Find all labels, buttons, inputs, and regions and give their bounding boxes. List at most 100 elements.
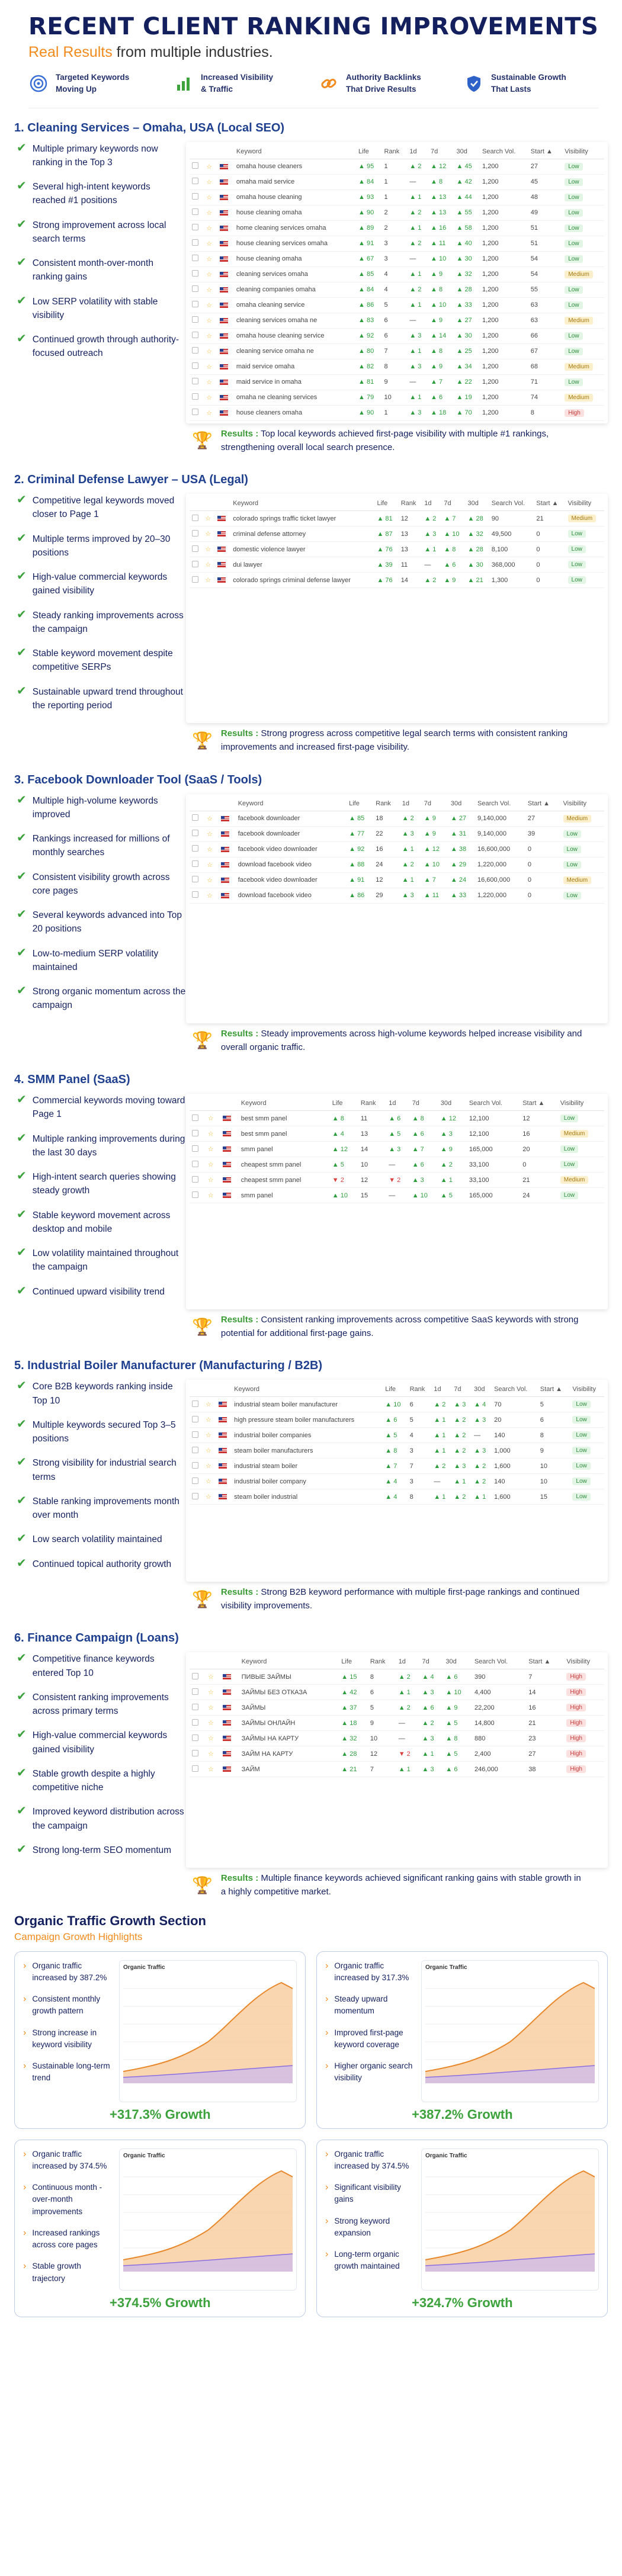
row-checkbox[interactable] — [192, 362, 198, 369]
col-2[interactable]: Rank — [358, 1096, 387, 1111]
row-checkbox[interactable] — [192, 270, 198, 277]
row-checkbox[interactable] — [192, 316, 198, 323]
row-checkbox[interactable] — [192, 576, 198, 583]
table-row[interactable]: ☆ home cleaning services omaha ▲ 89 2 ▲ 1 ▲ 1… — [190, 220, 604, 236]
star-icon[interactable]: ☆ — [204, 251, 217, 267]
row-checkbox[interactable] — [192, 378, 198, 384]
star-icon[interactable]: ☆ — [204, 313, 217, 329]
star-icon[interactable]: ☆ — [205, 1761, 221, 1778]
row-checkbox[interactable] — [192, 224, 198, 230]
row-select[interactable] — [190, 572, 203, 588]
star-icon[interactable]: ☆ — [204, 189, 217, 205]
row-select[interactable] — [190, 510, 203, 526]
table-row[interactable]: ☆ house cleaning services omaha ▲ 91 3 ▲ 2 ▲ … — [190, 236, 604, 252]
table-row[interactable]: ☆ steam boiler manufacturers ▲ 8 3 ▲ 1 ▲ 2 ▲ 3… — [190, 1443, 604, 1459]
table-row[interactable]: ☆ omaha ne cleaning services ▲ 79 10 ▲ 1 ▲ 6 ▲… — [190, 390, 604, 406]
table-row[interactable]: ☆ download facebook video ▲ 88 24 ▲ 2 ▲ 10 ▲ 2… — [190, 857, 604, 873]
table-row[interactable]: ☆ industrial steam boiler manufacturer ▲ 1… — [190, 1396, 604, 1413]
col-6[interactable]: Search Vol. — [475, 796, 525, 811]
row-checkbox[interactable] — [192, 1672, 198, 1679]
table-row[interactable]: ☆ ЗАЙМЫ НА КАРТУ ▲ 32 10— ▲ 3 ▲ 8 880 23 High — [190, 1730, 604, 1747]
star-icon[interactable]: ☆ — [204, 359, 217, 375]
table-row[interactable]: ☆ ПИВЫЕ ЗАЙМЫ ▲ 15 8 ▲ 2 ▲ 4 ▲ 6 390 7 High — [190, 1669, 604, 1685]
col-4[interactable]: 7d — [428, 144, 454, 159]
col-0[interactable]: Keyword — [230, 496, 375, 511]
row-select[interactable] — [190, 811, 205, 827]
table-row[interactable]: ☆ ЗАЙМЫ БЕЗ ОТКАЗА ▲ 42 6 ▲ 1 ▲ 3 ▲ 10 4,400 14 H… — [190, 1684, 604, 1701]
row-checkbox[interactable] — [192, 1749, 198, 1756]
star-icon[interactable]: ☆ — [205, 1110, 220, 1126]
col-5[interactable]: 30d — [448, 796, 476, 811]
row-checkbox[interactable] — [192, 1765, 198, 1772]
star-icon[interactable]: ☆ — [204, 159, 217, 175]
row-checkbox[interactable] — [192, 1477, 198, 1484]
row-select[interactable] — [190, 841, 205, 857]
col-1[interactable]: Life — [339, 1655, 368, 1670]
col-8[interactable]: Visibility — [570, 1382, 604, 1398]
table-row[interactable]: ☆ omaha maid service ▲ 84 1— ▲ 8 ▲ 42 1,200 45 L… — [190, 174, 604, 190]
row-checkbox[interactable] — [192, 814, 198, 821]
col-4[interactable]: 7d — [451, 1382, 472, 1398]
row-select[interactable] — [190, 1427, 203, 1444]
col-8[interactable]: Visibility — [557, 1096, 604, 1111]
col-2[interactable]: Rank — [373, 796, 400, 811]
table-row[interactable]: ☆ industrial boiler companies ▲ 5 4 ▲ 1 ▲ 2—1… — [190, 1427, 604, 1444]
star-icon[interactable]: ☆ — [203, 557, 216, 573]
star-icon[interactable]: ☆ — [203, 1412, 216, 1428]
col-2[interactable]: Rank — [398, 496, 422, 511]
table-row[interactable]: ☆ dui lawyer ▲ 39 11— ▲ 6 ▲ 30 368,000 0 Low — [190, 557, 604, 573]
table-row[interactable]: ☆ house cleaners omaha ▲ 90 1 ▲ 3 ▲ 18 ▲ 70 1,2… — [190, 405, 604, 421]
row-checkbox[interactable] — [192, 1492, 198, 1499]
row-select[interactable] — [190, 390, 204, 406]
row-checkbox[interactable] — [192, 239, 198, 246]
table-row[interactable]: ☆ cleaning service omaha ne ▲ 80 7 ▲ 1 ▲ 8 ▲ 2… — [190, 343, 604, 359]
col-7[interactable]: Start ▲ — [520, 1096, 558, 1111]
row-checkbox[interactable] — [192, 393, 198, 400]
row-checkbox[interactable] — [192, 1160, 198, 1167]
row-checkbox[interactable] — [192, 1400, 198, 1407]
row-checkbox[interactable] — [192, 1734, 198, 1741]
star-icon[interactable]: ☆ — [203, 1489, 216, 1505]
row-checkbox[interactable] — [192, 860, 198, 867]
col-0[interactable]: Keyword — [238, 1096, 330, 1111]
table-row[interactable]: ☆ ЗАЙМ ▲ 21 7 ▲ 1 ▲ 3 ▲ 6 246,000 38 High — [190, 1761, 604, 1778]
row-select[interactable] — [190, 1489, 203, 1505]
row-select[interactable] — [190, 1458, 203, 1475]
star-icon[interactable]: ☆ — [204, 236, 217, 252]
table-row[interactable]: ☆ cleaning companies omaha ▲ 84 4 ▲ 2 ▲ 8 ▲ 28… — [190, 282, 604, 298]
table-row[interactable]: ☆ cleaning services omaha ne ▲ 83 6— ▲ 9 ▲ 27… — [190, 313, 604, 329]
table-row[interactable]: ☆ facebook video downloader ▲ 91 12 ▲ 1 ▲ 7 ▲ … — [190, 872, 604, 888]
table-row[interactable]: ☆ best smm panel ▲ 4 13 ▲ 5 ▲ 6 ▲ 3 12,100 16 Med… — [190, 1126, 604, 1142]
col-6[interactable]: Search Vol. — [492, 1382, 538, 1398]
row-select[interactable] — [190, 888, 205, 904]
col-0[interactable]: Keyword — [235, 796, 347, 811]
table-row[interactable]: ☆ house cleaning omaha ▲ 90 2 ▲ 2 ▲ 13 ▲ 55 1,2… — [190, 205, 604, 221]
col-7[interactable]: Start ▲ — [526, 1655, 565, 1670]
table-row[interactable]: ☆ cleaning services omaha ▲ 85 4 ▲ 1 ▲ 9 ▲ 32 1… — [190, 266, 604, 282]
row-select[interactable] — [190, 857, 205, 873]
row-checkbox[interactable] — [192, 193, 198, 200]
table-row[interactable]: ☆ omaha house cleaning ▲ 93 1 ▲ 1 ▲ 13 ▲ 44 1,2… — [190, 189, 604, 205]
table-row[interactable]: ☆ industrial boiler company ▲ 4 3— ▲ 1 ▲ 2 140… — [190, 1473, 604, 1490]
table-row[interactable]: ☆ ЗАЙМЫ ▲ 37 5 ▲ 2 ▲ 6 ▲ 9 22,200 16 High — [190, 1700, 604, 1716]
table-row[interactable]: ☆ facebook video downloader ▲ 92 16 ▲ 1 ▲ 12 ▲… — [190, 841, 604, 857]
col-7[interactable]: Start ▲ — [525, 796, 561, 811]
row-select[interactable] — [190, 541, 203, 557]
table-row[interactable]: ☆ cheapest smm panel ▼ 2 12 ▼ 2 ▲ 3 ▲ 1 33,100 2… — [190, 1172, 604, 1188]
table-row[interactable]: ☆ steam boiler industrial ▲ 4 8 ▲ 1 ▲ 2 ▲ 1 1,6… — [190, 1489, 604, 1505]
row-checkbox[interactable] — [192, 1431, 198, 1438]
row-select[interactable] — [190, 526, 203, 542]
table-row[interactable]: ☆ facebook downloader ▲ 77 22 ▲ 3 ▲ 9 ▲ 31 9,14… — [190, 826, 604, 842]
star-icon[interactable]: ☆ — [203, 1473, 216, 1490]
star-icon[interactable]: ☆ — [204, 811, 219, 827]
star-icon[interactable]: ☆ — [204, 282, 217, 298]
star-icon[interactable]: ☆ — [204, 841, 219, 857]
star-icon[interactable]: ☆ — [204, 390, 217, 406]
star-icon[interactable]: ☆ — [205, 1669, 221, 1685]
row-checkbox[interactable] — [192, 1688, 198, 1695]
table-row[interactable]: ☆ colorado springs traffic ticket lawyer ▲… — [190, 510, 604, 526]
star-icon[interactable]: ☆ — [205, 1172, 220, 1188]
row-select[interactable] — [190, 1126, 206, 1142]
row-checkbox[interactable] — [192, 1175, 198, 1183]
star-icon[interactable]: ☆ — [205, 1746, 221, 1762]
